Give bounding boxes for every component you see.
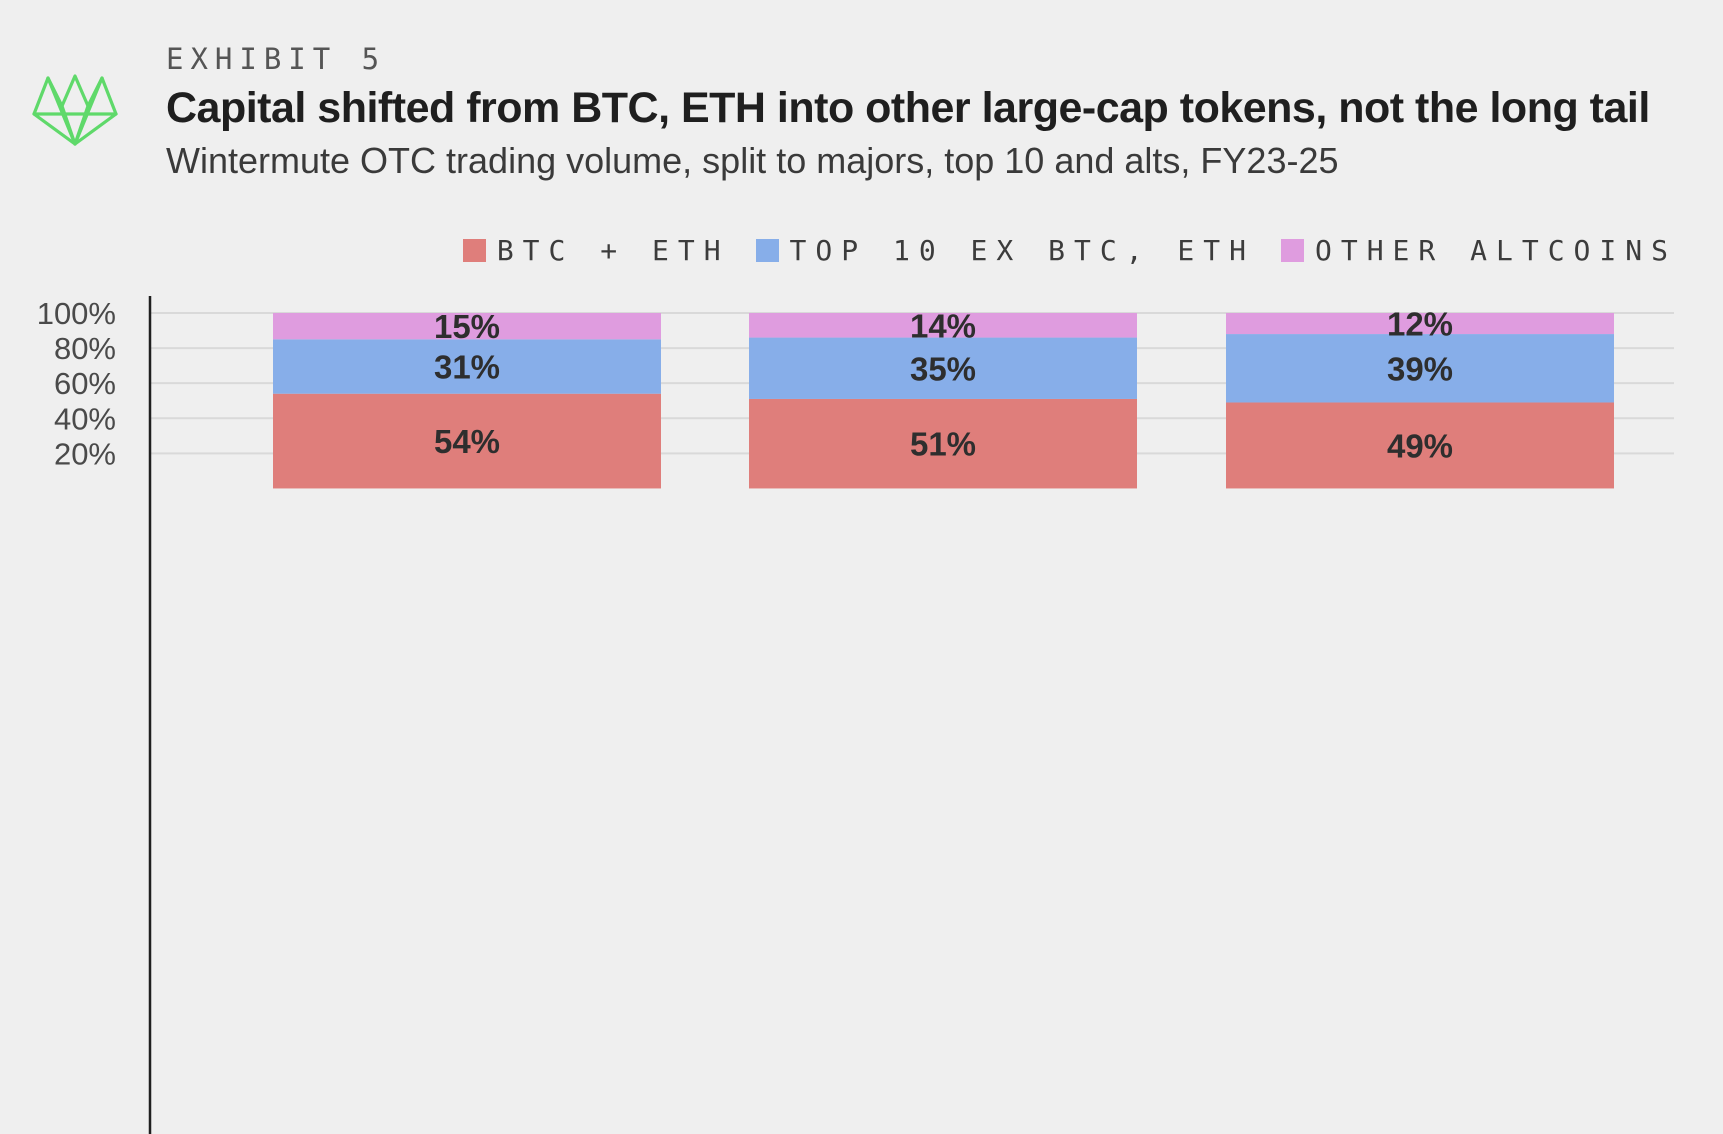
y-tick-label: 60% [54,366,116,401]
data-label: 51% [910,426,976,463]
legend-item-other-altcoins: OTHER ALTCOINS [1280,234,1677,267]
bar-segment [749,313,1137,338]
legend-item-top10: TOP 10 EX BTC, ETH [755,234,1255,267]
y-tick-label: 40% [54,401,116,436]
data-label: 15% [434,308,500,345]
wintermute-logo-icon [32,74,118,146]
data-label: 31% [434,349,500,386]
bar-segment [273,313,661,340]
data-label: 35% [910,350,976,387]
y-tick-label: 20% [54,436,116,471]
chart-title: Capital shifted from BTC, ETH into other… [166,84,1650,132]
bar-segment [749,398,1137,489]
data-label: 14% [910,307,976,344]
bar-segment [749,337,1137,399]
bar-segment [1226,402,1614,489]
legend-label-other-altcoins: OTHER ALTCOINS [1314,234,1677,267]
chart-subtitle: Wintermute OTC trading volume, split to … [166,140,1339,181]
bar-segment [273,339,661,394]
legend-swatch-top10 [755,239,779,262]
y-tick-label: 100% [37,296,116,331]
bar-segment [1226,334,1614,403]
legend-label-top10: TOP 10 EX BTC, ETH [789,234,1255,267]
bar-segment [273,393,661,489]
legend-item-btc-eth: BTC + ETH [462,234,730,267]
data-label: 39% [1387,350,1453,387]
data-label: 49% [1387,427,1453,464]
data-label: 12% [1387,306,1453,343]
y-tick-label: 80% [54,331,116,366]
bar-segment [1226,313,1614,335]
exhibit-label: EXHIBIT 5 [166,42,387,76]
data-label: 54% [434,423,500,460]
legend-swatch-other-altcoins [1280,239,1304,262]
chart-legend: BTC + ETH TOP 10 EX BTC, ETH OTHER ALTCO… [462,234,1677,267]
legend-swatch-btc-eth [462,239,486,262]
legend-label-btc-eth: BTC + ETH [496,234,730,267]
